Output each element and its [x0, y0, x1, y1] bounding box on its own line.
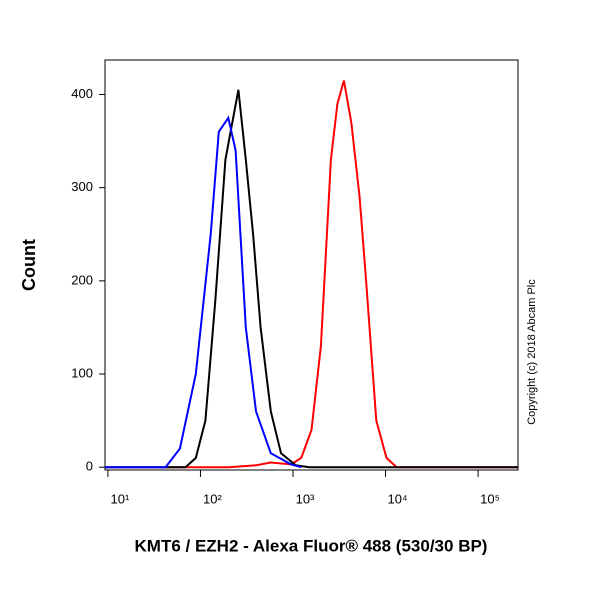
x-tick-label: 10⁵ — [480, 491, 500, 506]
x-tick-label: 10⁴ — [388, 491, 408, 506]
histogram-line — [105, 89, 518, 469]
x-tick-label: 10² — [203, 491, 222, 506]
x-axis-label: KMT6 / EZH2 - Alexa Fluor® 488 (530/30 B… — [135, 536, 488, 555]
x-tick-label: 10³ — [296, 491, 315, 506]
plot-frame — [104, 59, 519, 471]
x-tick-label: 10¹ — [111, 491, 130, 506]
y-tick-label: 200 — [71, 272, 93, 287]
y-tick-label: 100 — [71, 365, 93, 380]
y-axis-label: Count — [19, 239, 39, 291]
copyright: Copyright (c) 2018 Abcam Plc — [526, 279, 538, 425]
y-tick-label: 400 — [71, 86, 93, 101]
histogram-line — [105, 80, 518, 469]
y-tick-label: 0 — [86, 459, 93, 474]
histogram-line — [105, 115, 302, 469]
y-tick-label: 300 — [71, 179, 93, 194]
